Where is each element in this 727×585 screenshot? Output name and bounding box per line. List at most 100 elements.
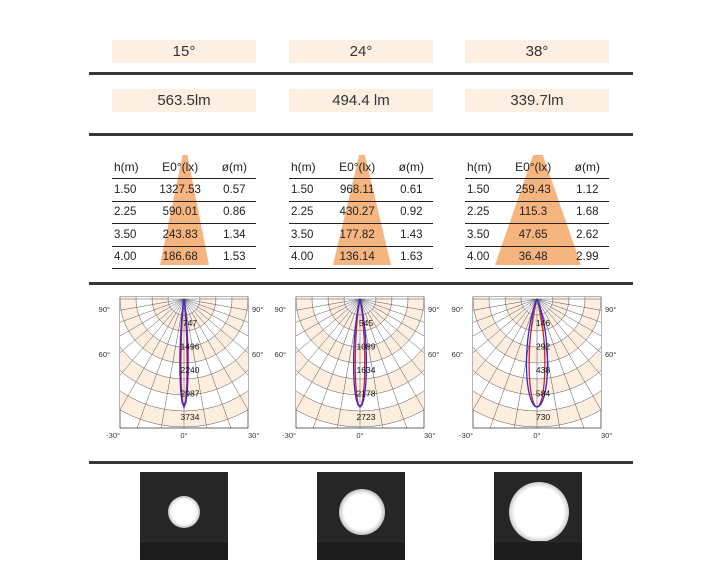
cell: 0.92	[389, 201, 433, 224]
col-diameter-header: ø(m)	[565, 155, 609, 179]
polar-angle-label: 90°	[428, 305, 439, 314]
polar-diagram-2: 545 1089 1634 2178 2723 -90° 90° -60° 60° -30° 0° 3…	[274, 296, 439, 440]
cell: 430.27	[324, 201, 390, 224]
polar-diagram-3: 146 292 438 584 730 -90° 90° -60° 60° -30° 0° 30°	[451, 296, 616, 440]
polar-angle-label: -90°	[98, 305, 110, 314]
polar-angle-label: 30°	[424, 431, 435, 440]
polar-angle-label: -60°	[98, 350, 110, 359]
polar-scale-label: 438	[536, 365, 550, 375]
cell: 2.25	[289, 201, 325, 224]
cell: 1327.53	[147, 178, 213, 202]
table-row: 1.50 968.11 0.61	[289, 178, 433, 202]
cell: 2.25	[465, 201, 501, 224]
lumen-value-1: 563.5lm	[112, 89, 256, 112]
cell: 0.57	[212, 178, 256, 202]
cell: 3.50	[112, 223, 148, 247]
table-row: 1.50 1327.53 0.57	[112, 178, 256, 202]
cell: 4.00	[465, 246, 501, 269]
cell: 1.53	[212, 246, 256, 269]
beam-photo-2	[317, 472, 405, 560]
polar-angle-label: 30°	[248, 431, 259, 440]
cell: 1.43	[389, 223, 433, 247]
cell: 2.99	[565, 246, 609, 269]
beam-angle-1: 15°	[112, 40, 256, 63]
cell: 1.50	[465, 178, 501, 202]
polar-scale-label: 730	[536, 412, 550, 422]
polar-angle-label: 0°	[533, 431, 540, 440]
polar-angle-label: 60°	[605, 350, 616, 359]
col-height-header: h(m)	[112, 155, 148, 179]
polar-angle-label: 60°	[252, 350, 263, 359]
illuminance-table-3: h(m) E0°(lx) ø(m) 1.50 259.43 1.12 2.25 115…	[465, 155, 609, 269]
cell: 2.62	[565, 223, 609, 247]
cell: 47.65	[500, 223, 566, 247]
cell: 0.61	[389, 178, 433, 202]
polar-scale-label: 2723	[357, 412, 376, 422]
divider-3	[89, 282, 633, 285]
table-row: 2.25 590.01 0.86	[112, 201, 256, 224]
divider-4	[89, 461, 633, 464]
polar-scale-label: 3734	[181, 412, 200, 422]
col-height-header: h(m)	[289, 155, 325, 179]
table-row: 4.00 186.68 1.53	[112, 246, 256, 269]
table-row: 4.00 136.14 1.63	[289, 246, 433, 269]
cell: 3.50	[465, 223, 501, 247]
col-diameter-header: ø(m)	[389, 155, 433, 179]
polar-angle-label: 90°	[252, 305, 263, 314]
table-row: 3.50 243.83 1.34	[112, 223, 256, 247]
cell: 177.82	[324, 223, 390, 247]
cell: 1.12	[565, 178, 609, 202]
cell: 36.48	[500, 246, 566, 269]
table-row: 3.50 177.82 1.43	[289, 223, 433, 247]
cell: 1.68	[565, 201, 609, 224]
illuminance-table-2: h(m) E0°(lx) ø(m) 1.50 968.11 0.61 2.25 430…	[289, 155, 433, 269]
cell: 1.50	[289, 178, 325, 202]
polar-angle-label: -60°	[274, 350, 286, 359]
col-diameter-header: ø(m)	[212, 155, 256, 179]
col-height-header: h(m)	[465, 155, 501, 179]
cell: 136.14	[324, 246, 390, 269]
table-row: 1.50 259.43 1.12	[465, 178, 609, 202]
cell: 1.63	[389, 246, 433, 269]
illuminance-table-1: h(m) E0°(lx) ø(m) 1.50 1327.53 0.57 2.25 59…	[112, 155, 256, 269]
polar-angle-label: -90°	[451, 305, 463, 314]
polar-scale-label: 1089	[357, 342, 376, 352]
polar-scale-label: 146	[536, 318, 550, 328]
cell: 2.25	[112, 201, 148, 224]
polar-scale-label: 584	[536, 389, 550, 399]
beam-photo-1	[140, 472, 228, 560]
polar-angle-label: 30°	[601, 431, 612, 440]
polar-scale-label: 1634	[357, 365, 376, 375]
col-illuminance-header: E0°(lx)	[500, 155, 566, 179]
divider-2	[89, 133, 633, 136]
cell: 3.50	[289, 223, 325, 247]
polar-scale-label: 2240	[181, 365, 200, 375]
beam-angle-2: 24°	[289, 40, 433, 63]
cell: 259.43	[500, 178, 566, 202]
cell: 0.86	[212, 201, 256, 224]
beam-angle-3: 38°	[465, 40, 609, 63]
polar-scale-label: 2987	[181, 389, 200, 399]
cell: 4.00	[289, 246, 325, 269]
polar-scale-label: 292	[536, 342, 550, 352]
polar-diagram-1: 747 1496 2240 2987 3734 -90° 90° -60° 60° -30° 0° 3…	[98, 296, 263, 440]
table-row: 2.25 430.27 0.92	[289, 201, 433, 224]
polar-scale-label: 747	[183, 318, 197, 328]
lumen-value-3: 339.7lm	[465, 89, 609, 112]
polar-angle-label: -90°	[274, 305, 286, 314]
col-illuminance-header: E0°(lx)	[147, 155, 213, 179]
cell: 243.83	[147, 223, 213, 247]
col-illuminance-header: E0°(lx)	[324, 155, 390, 179]
cell: 590.01	[147, 201, 213, 224]
lumen-value-2: 494.4 lm	[289, 89, 433, 112]
cell: 186.68	[147, 246, 213, 269]
polar-scale-label: 2178	[357, 389, 376, 399]
divider-1	[89, 72, 633, 75]
polar-angle-label: 0°	[180, 431, 187, 440]
table-row: 3.50 47.65 2.62	[465, 223, 609, 247]
polar-angle-label: 0°	[356, 431, 363, 440]
polar-angle-label: -30°	[282, 431, 296, 440]
polar-angle-label: 60°	[428, 350, 439, 359]
cell: 968.11	[324, 178, 390, 202]
table-row: 2.25 115.3 1.68	[465, 201, 609, 224]
